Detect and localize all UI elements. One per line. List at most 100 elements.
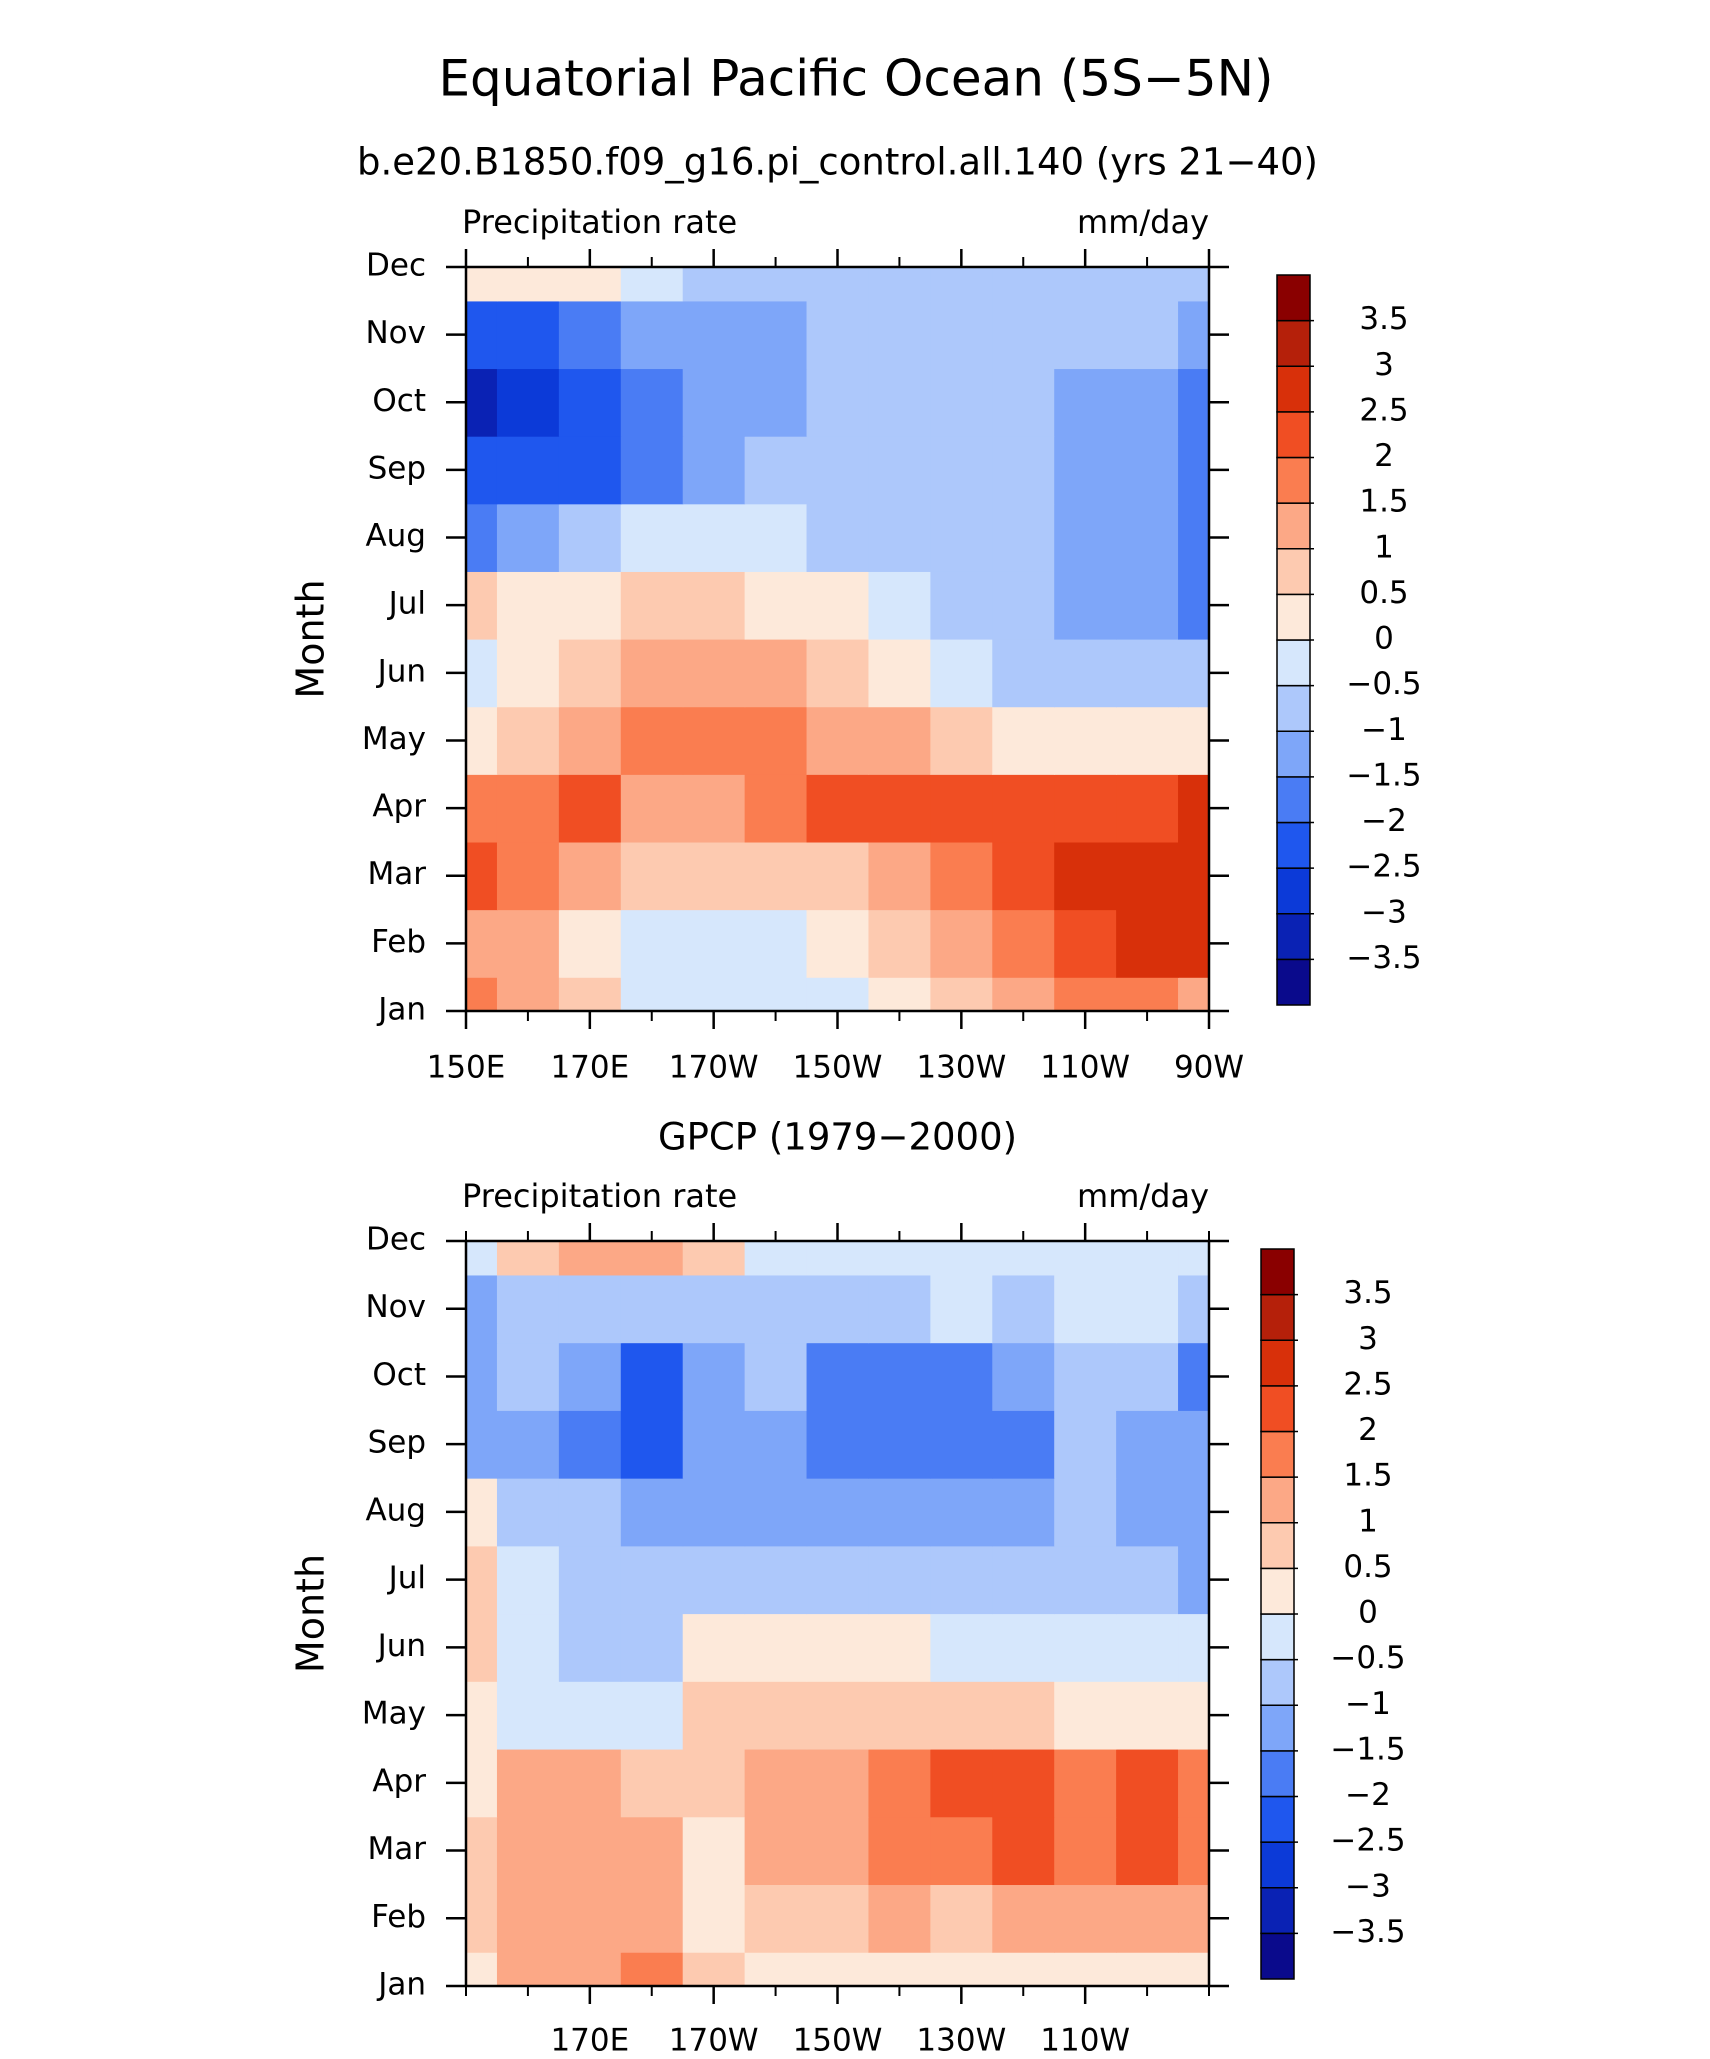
field-cell bbox=[466, 1613, 498, 1682]
field-cell bbox=[1054, 571, 1117, 640]
field-cell bbox=[868, 1681, 931, 1750]
field-cell bbox=[930, 1748, 993, 1818]
colorbar-box bbox=[1260, 1339, 1295, 1387]
field-cell bbox=[806, 1884, 870, 1953]
field-cell bbox=[620, 1410, 684, 1479]
field-cell bbox=[930, 1681, 993, 1750]
y-tick-label: Feb bbox=[371, 1899, 426, 1935]
colorbar-label: 3.5 bbox=[1359, 301, 1408, 337]
field-cell bbox=[558, 436, 622, 505]
field-cell bbox=[744, 1681, 808, 1750]
field-cell bbox=[1178, 1681, 1210, 1750]
field-cell bbox=[496, 1884, 560, 1953]
field-cell bbox=[682, 909, 746, 978]
x-tick-label: 130W bbox=[916, 1050, 1006, 1086]
field-cell bbox=[558, 1748, 622, 1818]
x-tick-label: 150W bbox=[793, 2023, 883, 2059]
field-cell bbox=[466, 1241, 498, 1276]
field-cell bbox=[1178, 774, 1210, 843]
field-cell bbox=[496, 436, 560, 505]
colorbar-label: −3 bbox=[1345, 1868, 1391, 1904]
field-cell bbox=[620, 1884, 684, 1953]
field-cell bbox=[466, 1410, 498, 1479]
colorbar-box bbox=[1276, 639, 1311, 687]
field-cell bbox=[744, 1884, 808, 1953]
field-cell bbox=[558, 1410, 622, 1479]
field-cell bbox=[992, 571, 1055, 640]
x-tick-label: 170E bbox=[550, 2023, 629, 2059]
colorbar-box bbox=[1276, 684, 1311, 732]
field-cell bbox=[496, 1410, 560, 1479]
field-cell bbox=[682, 706, 746, 775]
field-cell bbox=[620, 571, 684, 640]
field-cell bbox=[466, 1478, 498, 1547]
field-cell bbox=[496, 1342, 560, 1411]
field-cell bbox=[558, 639, 622, 708]
panel-title: b.e20.B1850.f09_g16.pi_control.all.140 (… bbox=[357, 141, 1318, 184]
colorbar-box bbox=[1260, 1385, 1295, 1433]
field-cell bbox=[992, 368, 1055, 437]
left-label: Precipitation rate bbox=[462, 203, 737, 241]
field-cell bbox=[682, 1241, 746, 1276]
x-tick-label: 150E bbox=[427, 1050, 506, 1086]
field-cell bbox=[1054, 1884, 1117, 1953]
colorbar-label: 3 bbox=[1358, 1321, 1378, 1357]
colorbar-box bbox=[1276, 548, 1311, 596]
x-tick-label: 90W bbox=[1174, 1050, 1244, 1086]
field-cell bbox=[1116, 1545, 1179, 1615]
field-cell bbox=[930, 1478, 993, 1547]
field-cell bbox=[744, 300, 808, 370]
field-cell bbox=[558, 267, 622, 302]
colorbar-box bbox=[1276, 319, 1311, 367]
field-cell bbox=[496, 706, 560, 775]
field-cell bbox=[496, 774, 560, 843]
field-cell bbox=[992, 436, 1055, 505]
colorbar-box bbox=[1260, 1613, 1295, 1661]
field-cell bbox=[620, 1478, 684, 1547]
colorbar-box bbox=[1260, 1887, 1295, 1935]
field-cell bbox=[744, 1816, 808, 1886]
field-cell bbox=[1178, 639, 1210, 708]
colorbar-label: −0.5 bbox=[1330, 1640, 1405, 1676]
field-cell bbox=[558, 300, 622, 370]
field-cell bbox=[1116, 1748, 1179, 1818]
colorbar-label: 2 bbox=[1374, 438, 1394, 474]
colorbar-label: −2.5 bbox=[1330, 1823, 1405, 1859]
field-cell bbox=[496, 267, 560, 302]
field-cell bbox=[868, 1748, 931, 1818]
colorbar-box bbox=[1276, 958, 1311, 1006]
field-cell bbox=[868, 1952, 931, 1987]
field-cell bbox=[806, 571, 870, 640]
field-cell bbox=[558, 706, 622, 775]
colorbar-label: 1 bbox=[1374, 529, 1394, 565]
field-cell bbox=[930, 1816, 993, 1886]
y-tick-label: Jul bbox=[387, 1560, 426, 1596]
field-cell bbox=[744, 909, 808, 978]
colorbar-box bbox=[1260, 1750, 1295, 1798]
colorbar-label: 2.5 bbox=[1343, 1366, 1392, 1402]
field-cell bbox=[558, 1274, 622, 1344]
field-cell bbox=[1054, 368, 1117, 437]
field-cell bbox=[466, 909, 498, 978]
x-tick-label: 170W bbox=[669, 1050, 759, 1086]
field-cell bbox=[1116, 571, 1179, 640]
field-cell bbox=[1054, 1410, 1117, 1479]
field-cell bbox=[1116, 909, 1179, 978]
field-cell bbox=[744, 571, 808, 640]
field-cell bbox=[496, 368, 560, 437]
y-tick-label: May bbox=[362, 1696, 426, 1732]
colorbar-box bbox=[1260, 1248, 1295, 1296]
field-cell bbox=[930, 1884, 993, 1953]
field-cell bbox=[806, 1748, 870, 1818]
field-cell bbox=[496, 571, 560, 640]
colorbar-box bbox=[1260, 1932, 1295, 1980]
field-cell bbox=[744, 774, 808, 843]
y-tick-label: Aug bbox=[365, 518, 426, 554]
field-cell bbox=[868, 1342, 931, 1411]
field-cell bbox=[1178, 1748, 1210, 1818]
field-cell bbox=[466, 300, 498, 370]
field-cell bbox=[930, 1545, 993, 1615]
field-cell bbox=[620, 503, 684, 572]
field-cell bbox=[466, 267, 498, 302]
